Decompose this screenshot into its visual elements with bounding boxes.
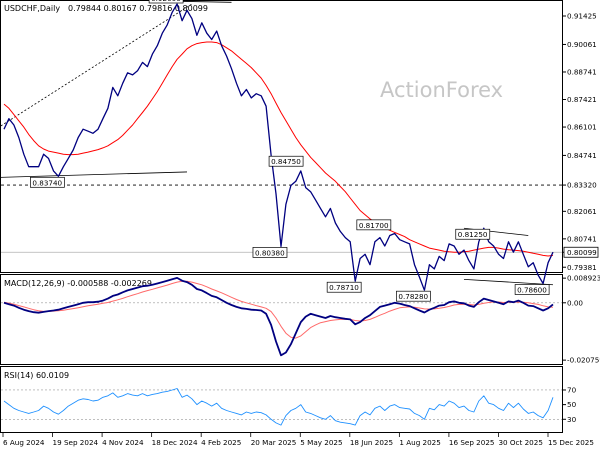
rsi-panel: 70 50 30: [1, 386, 577, 426]
level-annotation-box: [356, 219, 392, 231]
x-tick-label: 20 Mar 2025: [251, 438, 297, 447]
trendline: [0, 3, 193, 127]
rsi-axis-tick-label: 30: [567, 415, 577, 424]
level-annotation-box: [326, 281, 362, 293]
level-annotation-label: 0.78280: [398, 292, 428, 301]
price-axis-tick-label: 0.80741: [567, 234, 597, 243]
ohlc-label: 0.79844 0.80167 0.79816 0.80099: [68, 4, 208, 13]
rsi-panel-frame: [0, 366, 563, 433]
level-annotation-label: 0.81250: [458, 230, 488, 239]
level-annotation-box: [148, 0, 184, 4]
price-axis-tick-label: 0.82061: [567, 207, 597, 216]
price-axis-tick-label: 0.84741: [567, 151, 597, 160]
x-tick-label: 30 Oct 2025: [498, 438, 542, 447]
price-axis-tick-label: 0.90061: [567, 40, 597, 49]
x-tick-label: 18 Jun 2025: [350, 438, 393, 447]
macd-panel: 0.008923 0.00 -0.020759: [1, 274, 600, 365]
macd-axis-tick-label: -0.020759: [567, 356, 600, 365]
price-axis-price-box: [563, 246, 599, 258]
price-axis-tick-label: 0.91425: [567, 12, 597, 21]
macd-line: [3, 276, 554, 357]
level-annotation-box: [514, 284, 550, 295]
price-line: [3, 3, 554, 291]
x-tick-label: 18 Dec 2024: [152, 438, 198, 447]
x-tick-label: 4 Nov 2024: [102, 438, 144, 447]
watermark: ActionForex: [380, 78, 503, 102]
price-axis-tick-label: 0.83320: [567, 181, 597, 190]
level-annotation-label: 0.80380: [255, 248, 285, 257]
symbol-label: USDCHF,Daily: [4, 4, 60, 13]
rsi-line: [3, 388, 554, 426]
level-annotation-label: 0.81700: [359, 221, 389, 230]
x-tick-label: 16 Sep 2025: [449, 438, 495, 447]
level-annotation-box: [396, 290, 431, 302]
x-tick-label: 6 Aug 2024: [3, 438, 45, 447]
level-annotation-label: 0.92000: [151, 0, 181, 3]
price-axis-tick-label: 0.79381: [567, 263, 597, 272]
price-panel: 0.92000 0.83740 0.84750 0.80380 0.81700 0.787…: [0, 0, 599, 302]
rsi-axis-tick-label: 50: [567, 400, 577, 409]
rsi-title: RSI(14) 60.0109: [4, 371, 69, 380]
macd-panel-frame: [0, 274, 563, 365]
macd-axis-tick-label: 0.008923: [567, 274, 600, 283]
level-annotation-label: 0.78710: [329, 283, 359, 292]
level-annotation-label: 0.78600: [517, 286, 547, 295]
price-axis-tick-label: 0.87421: [567, 95, 597, 104]
trendline: [463, 278, 554, 286]
level-annotation-label: 0.84750: [271, 157, 301, 166]
rsi-axis-tick-label: 70: [567, 386, 577, 395]
macd-axis-tick-label: 0.00: [567, 298, 583, 307]
x-tick-label: 15 Dec 2025: [548, 438, 594, 447]
trendline: [0, 171, 188, 178]
price-panel-frame: [0, 0, 563, 273]
level-annotation-box: [455, 228, 491, 240]
macd-signal-line: [3, 280, 554, 339]
price-axis-tick-label: 0.80099: [567, 248, 597, 257]
x-tick-label: 1 Aug 2025: [399, 438, 440, 447]
x-axis: 6 Aug 2024 19 Sep 2024 4 Nov 2024 18 Dec 20…: [2, 433, 594, 447]
price-axis-tick-label: 0.88741: [567, 68, 597, 77]
level-annotation-label: 0.83740: [32, 178, 62, 187]
macd-title: MACD(12,26,9) -0.000588 -0.002269: [4, 279, 152, 288]
price-axis-tick-label: 0.86101: [567, 123, 597, 132]
x-tick-label: 19 Sep 2024: [53, 438, 99, 447]
level-annotation-box: [30, 176, 65, 188]
x-tick-label: 5 May 2025: [300, 438, 342, 447]
level-annotation-box: [268, 155, 304, 167]
level-annotation-box: [252, 247, 288, 258]
x-tick-label: 4 Feb 2025: [201, 438, 241, 447]
